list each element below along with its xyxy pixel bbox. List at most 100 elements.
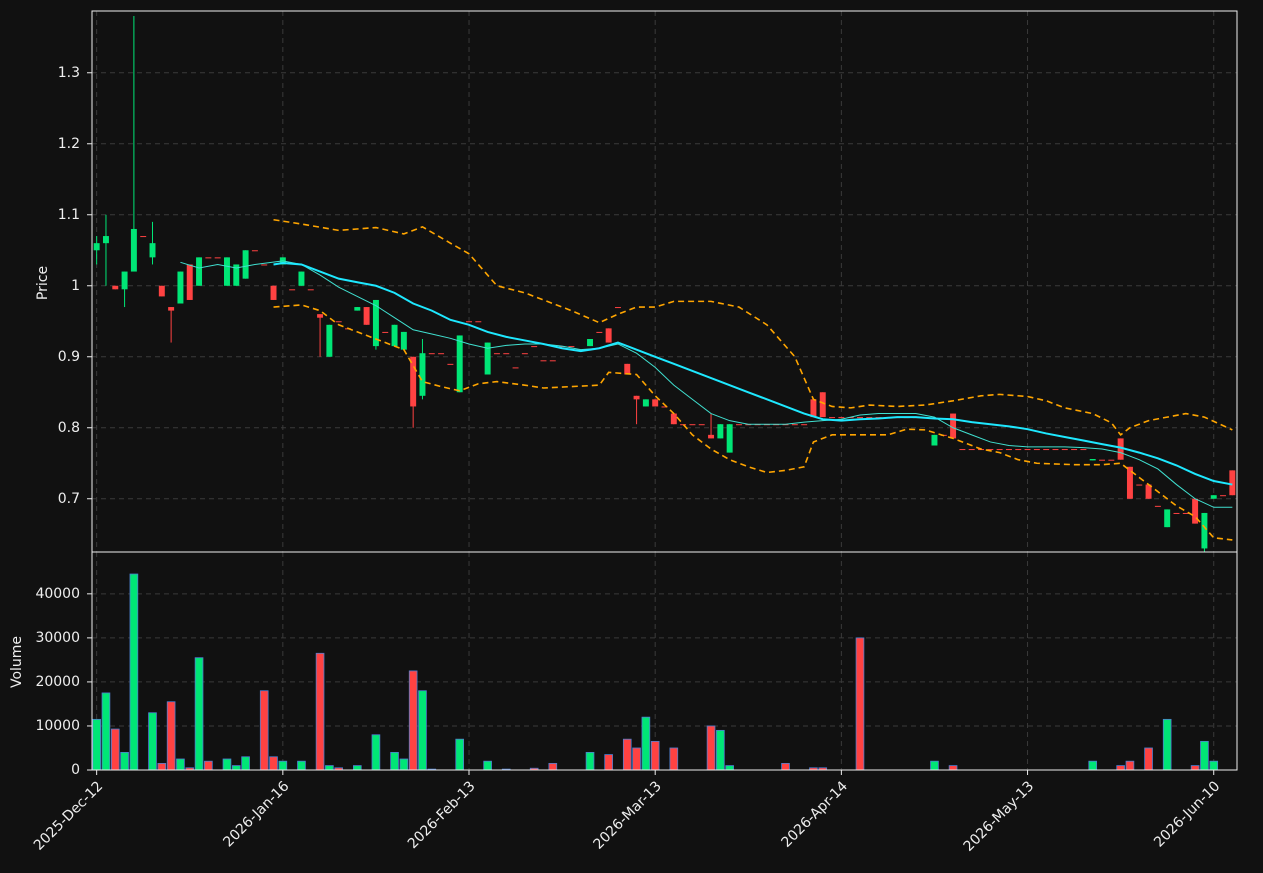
volume-bar xyxy=(259,690,269,771)
candle-body xyxy=(391,324,398,347)
volume-bar xyxy=(1200,740,1209,771)
volume-bar xyxy=(622,738,632,771)
candle-body xyxy=(587,339,594,347)
candle-body xyxy=(866,417,873,419)
candle-body xyxy=(289,289,296,291)
volume-bar xyxy=(1162,718,1172,771)
candle-body xyxy=(568,346,575,348)
candle-body xyxy=(400,331,407,350)
candle-body xyxy=(596,331,603,333)
volume-bar xyxy=(166,701,176,771)
candle-body xyxy=(549,360,556,362)
candle-body xyxy=(196,257,203,286)
candle-body xyxy=(419,353,426,396)
candle-body xyxy=(298,271,305,286)
candle-body xyxy=(130,228,137,272)
candle-body xyxy=(1005,449,1012,451)
candle-body xyxy=(791,424,798,426)
volume-bar xyxy=(1144,747,1153,771)
candle-body xyxy=(1220,495,1227,497)
candle-body xyxy=(1210,495,1217,499)
candle-body xyxy=(857,417,863,419)
volume-axis-label: Volume xyxy=(9,636,25,688)
volume-bar xyxy=(1190,765,1200,771)
candle-body xyxy=(633,395,640,400)
volume-bar xyxy=(110,728,120,771)
candle-body xyxy=(363,307,370,325)
candle-body xyxy=(1182,512,1189,514)
candle-body xyxy=(102,236,109,244)
candle-body xyxy=(456,335,463,393)
candle-body xyxy=(968,449,975,451)
volume-bar xyxy=(241,756,250,771)
y-tick-label: 1 xyxy=(71,278,80,294)
y2-tick-label: 40000 xyxy=(35,586,80,602)
candle-body xyxy=(1173,512,1180,514)
candle-body xyxy=(1061,449,1068,451)
candle-body xyxy=(93,243,100,251)
candle-body xyxy=(438,353,445,355)
volume-bar xyxy=(315,652,325,771)
candle-body xyxy=(540,360,547,362)
candle-body xyxy=(819,392,826,418)
candle-body xyxy=(484,342,491,375)
volume-bar xyxy=(855,637,865,771)
volume-bar xyxy=(371,734,381,771)
candle-body xyxy=(670,413,677,425)
volume-bar xyxy=(585,751,595,771)
candle-body xyxy=(168,307,175,311)
y-tick-label: 1.2 xyxy=(58,136,80,152)
candle-body xyxy=(521,353,528,355)
candle-body xyxy=(447,363,454,365)
candle-body xyxy=(1229,470,1236,496)
candle-body xyxy=(950,413,957,439)
candle-body xyxy=(1145,484,1152,499)
volume-bar xyxy=(120,751,129,771)
candle-body xyxy=(1015,449,1022,451)
candle-body xyxy=(233,264,240,286)
candle-body xyxy=(158,285,165,297)
candle-body xyxy=(261,264,268,266)
candle-body xyxy=(177,271,184,304)
volume-bar xyxy=(781,762,790,771)
y-tick-label: 0.8 xyxy=(58,420,80,436)
volume-bar xyxy=(716,729,725,771)
candle-body xyxy=(642,399,649,407)
volume-bar xyxy=(92,718,101,771)
candle-body xyxy=(214,257,221,259)
candle-body xyxy=(987,449,994,451)
volume-bar xyxy=(1125,760,1135,771)
candle-body xyxy=(810,399,817,418)
candle-body xyxy=(717,424,724,439)
y-tick-label: 1.3 xyxy=(58,65,80,81)
candle-body xyxy=(326,324,333,357)
candle-body xyxy=(335,321,342,323)
y-tick-label: 0.7 xyxy=(58,491,80,507)
candle-body xyxy=(652,399,659,407)
volume-bar xyxy=(725,765,734,771)
candle-body xyxy=(1024,449,1031,451)
candle-body xyxy=(112,285,119,290)
volume-bar xyxy=(278,760,288,771)
candle-body xyxy=(708,434,715,439)
candle-body xyxy=(1201,512,1208,549)
candle-body xyxy=(680,424,687,426)
candle-body xyxy=(149,243,156,258)
price-axis-label: Price xyxy=(35,266,51,300)
candle-body xyxy=(531,346,538,348)
candle-body xyxy=(726,424,733,453)
volume-bar xyxy=(148,712,157,771)
candle-body xyxy=(1136,484,1143,486)
volume-bar xyxy=(548,762,558,771)
volume-bar xyxy=(930,760,939,771)
candle-body xyxy=(735,424,742,426)
volume-bar xyxy=(1116,765,1125,771)
candle-body xyxy=(428,353,435,355)
candle-body xyxy=(140,236,147,238)
volume-bar xyxy=(129,573,139,771)
candle-body xyxy=(307,289,314,291)
candle-body xyxy=(1192,498,1199,524)
candle-body xyxy=(1126,466,1133,499)
